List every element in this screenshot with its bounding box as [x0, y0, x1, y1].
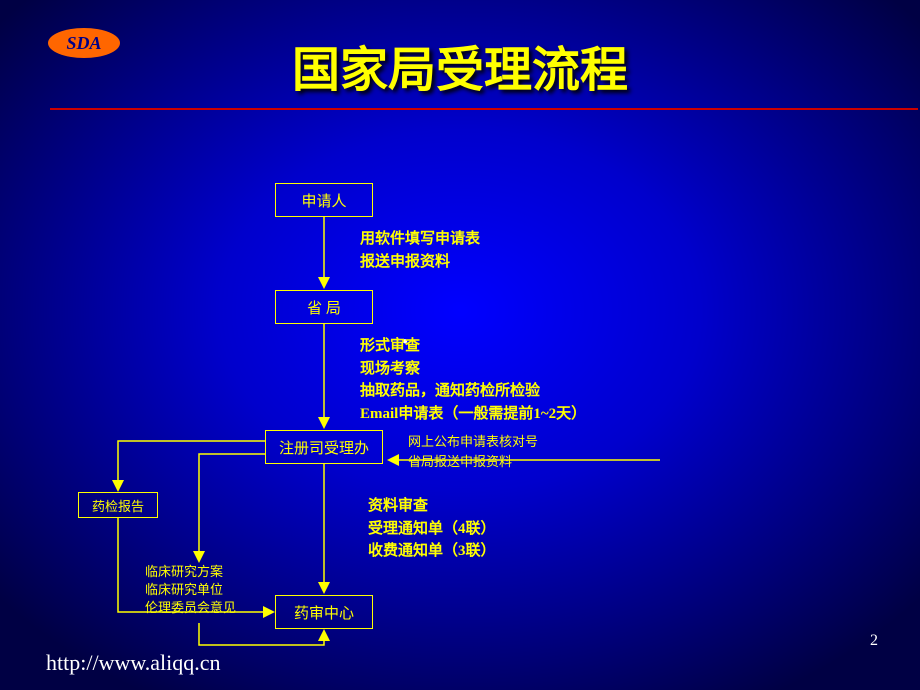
label-step2: 形式审查 现场考察 抽取药品，通知药检所检验 Email申请表（一般需提前1~2… [360, 335, 586, 425]
box-reviewcenter-label: 药审中心 [294, 602, 354, 623]
label-clinical-l2: 伦理委员会意见 [145, 599, 236, 617]
label-step3-bot: 省局报送申报资料 [408, 452, 512, 472]
box-drugreport-label: 药检报告 [92, 496, 144, 515]
label-step1: 用软件填写申请表 报送申报资料 [360, 228, 480, 273]
box-registry: 注册司受理办 [265, 430, 383, 464]
label-step1-l0: 用软件填写申请表 [360, 228, 480, 251]
box-applicant-label: 申请人 [301, 190, 346, 211]
label-clinical-l0: 临床研究方案 [145, 563, 236, 581]
label-step4-l1: 受理通知单（4联） [368, 518, 496, 541]
label-clinical-l1: 临床研究单位 [145, 581, 236, 599]
box-province-label: 省 局 [307, 297, 341, 318]
label-step2-l0: 形式审查 [360, 335, 586, 358]
label-step4-l0: 资料审查 [368, 495, 496, 518]
label-step4-l2: 收费通知单（3联） [368, 540, 496, 563]
box-registry-label: 注册司受理办 [279, 437, 369, 458]
label-step1-l1: 报送申报资料 [360, 251, 480, 274]
box-applicant: 申请人 [275, 183, 373, 217]
label-step2-l2: 抽取药品，通知药检所检验 [360, 380, 586, 403]
label-step2-l1: 现场考察 [360, 358, 586, 381]
page-title: 国家局受理流程 [0, 30, 920, 100]
footer-url: http://www.aliqq.cn [46, 650, 221, 676]
label-step4: 资料审查 受理通知单（4联） 收费通知单（3联） [368, 495, 496, 563]
label-step3-top: 网上公布申请表核对号 [408, 432, 538, 452]
box-reviewcenter: 药审中心 [275, 595, 373, 629]
label-clinical: 临床研究方案 临床研究单位 伦理委员会意见 [145, 563, 236, 618]
page-number: 2 [870, 632, 878, 650]
title-underline [50, 108, 918, 110]
box-drugreport: 药检报告 [78, 492, 158, 518]
label-step2-l3: Email申请表（一般需提前1~2天） [360, 403, 586, 426]
box-province: 省 局 [275, 290, 373, 324]
